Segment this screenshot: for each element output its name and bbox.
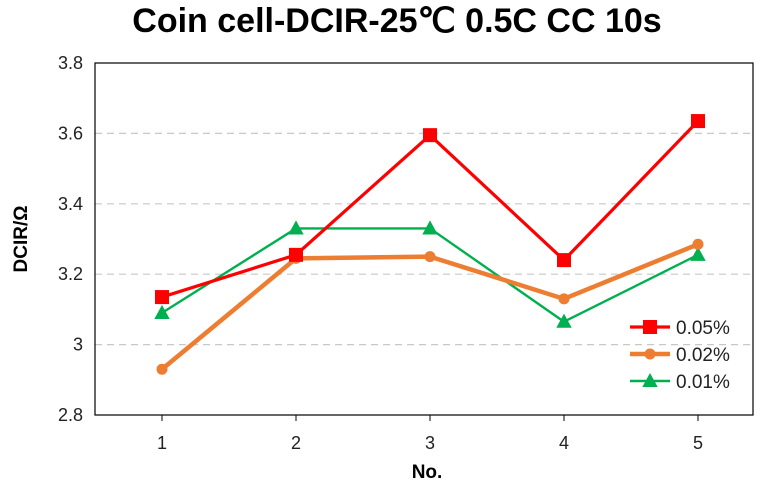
- series-0.01%: [154, 220, 706, 328]
- series-group: [154, 114, 706, 375]
- data-point: [690, 246, 706, 261]
- data-point: [422, 220, 438, 235]
- x-tick-label: 3: [425, 433, 435, 453]
- y-tick-label: 3.2: [58, 264, 83, 284]
- data-point: [154, 304, 170, 319]
- y-tick-label: 3.4: [58, 194, 83, 214]
- y-tick-label: 3: [73, 335, 83, 355]
- y-axis-label: DCIR/Ω: [11, 206, 32, 273]
- legend-item: 0.01%: [630, 372, 730, 393]
- data-point: [288, 220, 304, 235]
- x-axis-label: No.: [412, 462, 443, 483]
- legend-item: 0.05%: [630, 318, 730, 339]
- x-tick-label: 2: [291, 433, 301, 453]
- data-point: [558, 293, 570, 305]
- series-0.05%: [155, 114, 705, 305]
- legend-marker: [644, 348, 656, 360]
- y-tick-label: 2.8: [58, 405, 83, 425]
- legend-marker: [643, 320, 657, 334]
- x-tick-label: 1: [157, 433, 167, 453]
- data-point: [155, 290, 169, 305]
- legend-label: 0.01%: [676, 372, 730, 393]
- x-tick-label: 5: [693, 433, 703, 453]
- x-tick-label: 4: [559, 433, 569, 453]
- data-point: [156, 363, 168, 375]
- legend-label: 0.05%: [676, 318, 730, 339]
- series-0.02%: [156, 238, 704, 375]
- y-axis-ticks: 2.8 3 3.2 3.4 3.6 3.8: [58, 53, 83, 425]
- series-line: [161, 119, 700, 299]
- y-tick-label: 3.6: [58, 123, 83, 143]
- legend-marker: [642, 372, 658, 388]
- legend-label: 0.02%: [676, 345, 730, 366]
- plot-area: [94, 62, 754, 416]
- y-tick-label: 3.8: [58, 53, 83, 73]
- data-point: [423, 128, 437, 143]
- legend-item: 0.02%: [630, 345, 730, 366]
- chart-title: Coin cell-DCIR-25℃ 0.5C CC 10s: [132, 2, 661, 40]
- data-point: [691, 114, 705, 129]
- legend: 0.05% 0.02% 0.01%: [630, 318, 730, 393]
- data-point: [557, 253, 571, 268]
- data-point: [692, 238, 704, 250]
- data-point: [424, 251, 436, 263]
- data-point: [289, 247, 303, 262]
- x-axis-ticks: 1 2 3 4 5: [157, 415, 703, 453]
- data-point: [556, 313, 572, 328]
